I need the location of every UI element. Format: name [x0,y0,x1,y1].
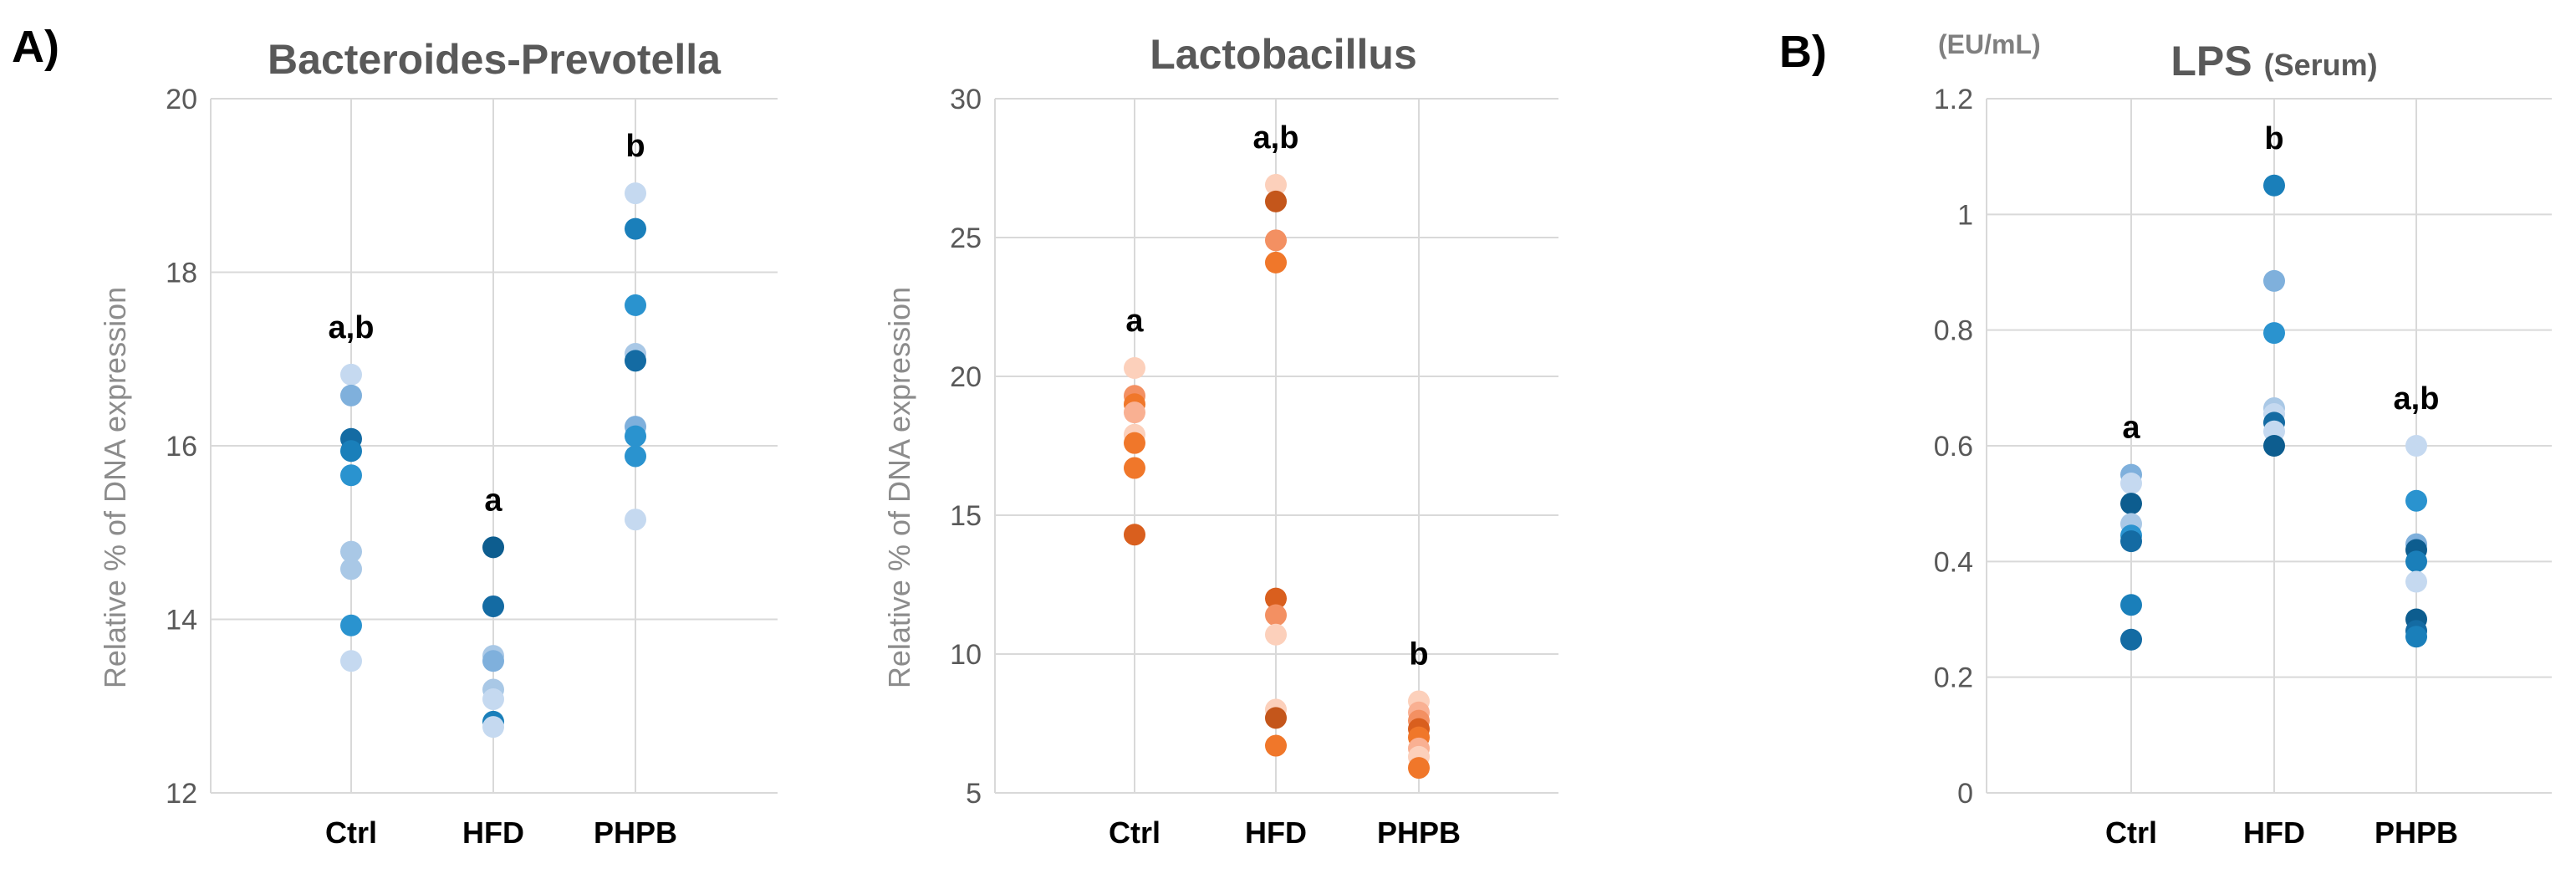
y-tick-label: 18 [166,258,197,289]
y-tick-label: 0.4 [1934,546,1973,578]
x-category-label-hfd: HFD [1245,815,1307,850]
significance-label-ctrl: a [2122,411,2140,446]
data-point-phpb [625,350,646,372]
significance-label-phpb: b [625,129,645,164]
data-point-hfd [2263,322,2285,345]
y-axis-label: Relative % of DNA expression [882,287,916,688]
x-category-label-phpb: PHPB [594,815,677,850]
significance-label-ctrl: a [1125,304,1144,339]
x-category-label-hfd: HFD [2243,815,2305,850]
data-point-ctrl [1124,457,1145,479]
data-point-phpb [625,509,646,531]
x-category-label-phpb: PHPB [2375,815,2458,850]
data-point-phpb [2405,570,2427,593]
data-point-hfd [2263,174,2285,197]
significance-label-ctrl: a,b [329,310,375,345]
y-tick-label: 20 [166,84,197,115]
data-point-ctrl [340,384,362,406]
x-category-label-ctrl: Ctrl [325,815,377,850]
y-tick-label: 14 [166,605,197,636]
significance-label-hfd: a,b [1253,120,1299,156]
data-point-ctrl [2120,472,2142,494]
significance-label-hfd: b [2264,121,2283,156]
data-point-phpb [2405,550,2427,573]
y-tick-label: 0.2 [1934,662,1973,694]
data-point-hfd [482,595,504,617]
data-point-ctrl [2120,628,2142,651]
y-tick-label: 12 [166,778,197,810]
chart-title: LPS (Serum) [2170,38,2377,84]
chart-title: Bacteroides-Prevotella [268,36,722,83]
data-point-ctrl [340,440,362,463]
data-point-hfd [1265,173,1287,196]
y-tick-label: 0 [1957,778,1973,810]
chart-bacteroides-prevotella: 12 14 16 18 20 Bacteroides-Prevotella Relative… [98,36,778,850]
data-point-hfd [482,716,504,739]
data-point-ctrl [2120,530,2142,553]
significance-label-phpb: b [1409,636,1428,672]
data-point-ctrl [340,464,362,487]
data-point-ctrl [1124,524,1145,546]
y-axis-label: Relative % of DNA expression [98,287,132,688]
y-tick-label: 25 [950,222,982,254]
data-point-phpb [625,425,646,447]
panel-label-b: B) [1779,27,1827,77]
data-point-hfd [1265,229,1287,252]
data-point-phpb [2405,435,2427,457]
data-point-phpb [2405,626,2427,648]
y-tick-label: 1 [1957,199,1973,231]
unit-label: (EU/mL) [1938,29,2041,59]
y-tick-label: 1.2 [1934,84,1973,115]
data-point-ctrl [340,540,362,563]
chart-lactobacillus: 5 10 15 20 25 30 Lactobacillus Relative % of DN… [882,31,1558,850]
y-tick-label: 0.6 [1934,431,1973,463]
x-category-label-ctrl: Ctrl [2105,815,2157,850]
data-point-hfd [482,688,504,710]
data-point-hfd [1265,587,1287,610]
data-point-ctrl [340,363,362,386]
x-category-label-ctrl: Ctrl [1109,815,1160,850]
data-point-hfd [1265,604,1287,626]
y-tick-label: 0.8 [1934,315,1973,347]
data-point-hfd [1265,623,1287,646]
data-point-hfd [1265,251,1287,273]
data-point-phpb [625,217,646,240]
data-point-phpb [1408,757,1430,780]
data-point-ctrl [2120,493,2142,515]
data-point-ctrl [1124,432,1145,454]
significance-label-phpb: a,b [2394,381,2440,417]
significance-label-hfd: a [484,483,502,518]
chart-title-suffix: (Serum) [2264,48,2378,82]
data-point-ctrl [1124,357,1145,380]
x-category-label-phpb: PHPB [1377,815,1461,850]
chart-title: Lactobacillus [1150,31,1417,78]
data-point-phpb [625,445,646,468]
y-tick-label: 5 [966,778,982,810]
data-point-hfd [482,536,504,559]
data-point-ctrl [340,650,362,672]
data-point-ctrl [2120,594,2142,616]
y-tick-label: 16 [166,431,197,463]
data-point-ctrl [1124,401,1145,424]
data-point-ctrl [340,558,362,580]
data-point-hfd [1265,707,1287,729]
data-point-hfd [482,650,504,672]
data-point-phpb [625,294,646,316]
y-tick-label: 15 [950,500,982,532]
data-point-phpb [625,182,646,205]
x-category-label-hfd: HFD [462,815,524,850]
data-point-hfd [1265,734,1287,757]
y-tick-label: 20 [950,361,982,393]
data-point-hfd [2263,269,2285,292]
data-point-ctrl [340,614,362,636]
data-point-hfd [1265,190,1287,212]
y-tick-label: 10 [950,639,982,671]
y-tick-label: 30 [950,84,982,115]
data-point-phpb [2405,489,2427,512]
data-point-hfd [2263,435,2285,457]
chart-lps-serum: 0 0.2 0.4 0.6 0.8 1 1.2 LPS (Serum) (EU/mL) Ctrl HF… [1934,29,2552,850]
panel-label-a: A) [12,22,59,72]
